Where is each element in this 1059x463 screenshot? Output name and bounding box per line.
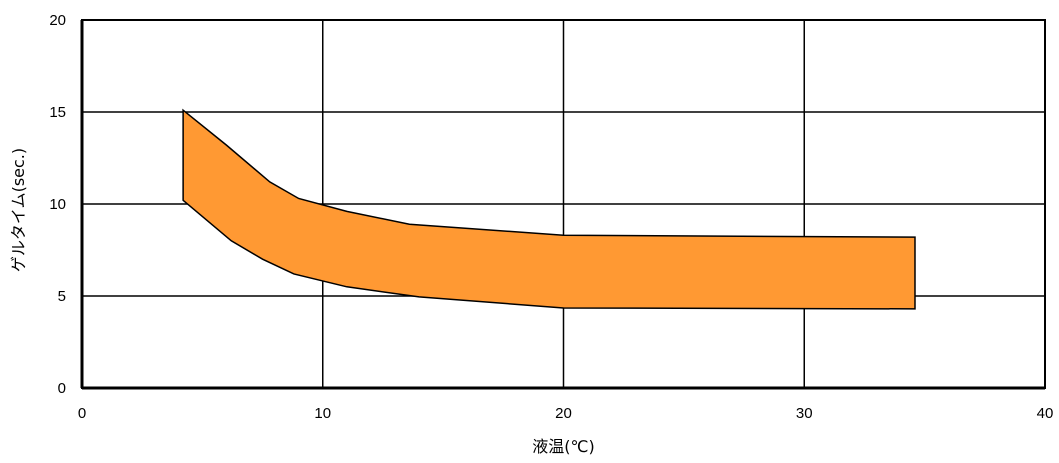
gel-time-band — [182, 108, 916, 310]
y-tick-label: 5 — [58, 288, 66, 305]
x-tick-labels: 0 10 20 30 40 — [78, 405, 1054, 422]
x-axis-title: 液温(℃) — [532, 437, 594, 456]
gel-time-range-area — [182, 108, 916, 310]
y-tick-label: 0 — [58, 380, 66, 397]
y-tick-label: 10 — [49, 196, 66, 213]
y-axis-title: ゲルタイム(sec.) — [9, 148, 28, 272]
x-tick-label: 40 — [1037, 405, 1054, 422]
axes — [80, 19, 1046, 390]
x-tick-label: 0 — [78, 405, 86, 422]
x-tick-label: 20 — [555, 405, 572, 422]
y-tick-label: 15 — [49, 104, 66, 121]
x-tick-label: 10 — [314, 405, 331, 422]
x-tick-label: 30 — [796, 405, 813, 422]
y-tick-labels: 0 5 10 15 20 — [49, 12, 66, 397]
y-tick-label: 20 — [49, 12, 66, 29]
